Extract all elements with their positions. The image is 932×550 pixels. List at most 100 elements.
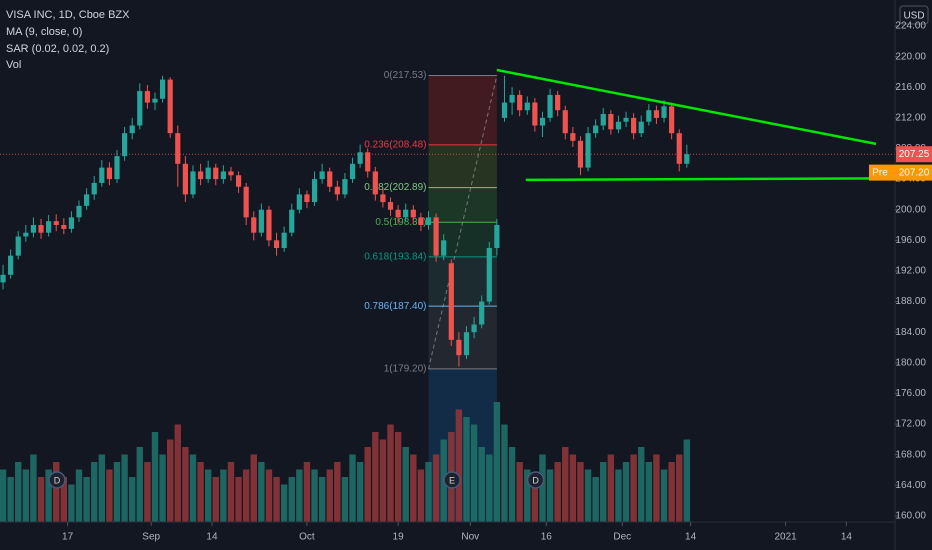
volume-bar xyxy=(334,462,341,522)
candle-body xyxy=(243,186,249,218)
volume-bar xyxy=(75,469,83,522)
volume-bar xyxy=(45,469,52,522)
candle-body xyxy=(8,255,14,275)
fib-zone xyxy=(428,75,497,145)
volume-bar xyxy=(600,462,607,522)
candle-body xyxy=(494,225,500,248)
volume-bar xyxy=(501,424,508,522)
plot: 0(217.53) 0.236(208.48) 0.382(202.89) 0.5(1… xyxy=(0,68,895,522)
volume-bar xyxy=(113,462,121,522)
y-tick-label: 196.00 xyxy=(895,235,926,246)
candle-body xyxy=(251,217,257,233)
fib-label: 0.786(187.40) xyxy=(364,301,426,312)
candle-body xyxy=(228,171,234,176)
candle-body xyxy=(372,171,378,195)
candle-body xyxy=(182,163,188,195)
volume-bar xyxy=(341,477,349,522)
candle-body xyxy=(418,217,424,226)
candle-body xyxy=(524,102,530,111)
volume-bar xyxy=(235,477,242,522)
volume-bar xyxy=(410,454,417,522)
candle-body xyxy=(167,79,173,134)
volume-bar xyxy=(189,454,197,522)
volume-bar xyxy=(159,454,166,522)
volume-bar xyxy=(258,462,265,522)
volume-bar xyxy=(151,432,159,522)
candle-body xyxy=(311,179,318,203)
x-tick-label: 2021 xyxy=(774,532,797,543)
candle-body xyxy=(456,339,462,356)
candle-body xyxy=(539,117,546,126)
volume-bar xyxy=(493,402,501,522)
currency-box[interactable] xyxy=(899,5,929,25)
volume-bar xyxy=(288,477,295,522)
fib-label: 0(217.53) xyxy=(384,70,427,81)
candle-body xyxy=(395,209,401,218)
fib-label: 0.382(202.89) xyxy=(364,182,426,193)
candle-body xyxy=(53,221,59,226)
candle-body xyxy=(342,179,348,195)
fib-trend xyxy=(428,75,498,370)
volume-bar xyxy=(425,462,432,522)
candle-body xyxy=(593,125,599,134)
candle-body xyxy=(509,94,515,103)
volume-bar xyxy=(356,462,364,522)
volume-bar xyxy=(554,462,561,522)
candle-body xyxy=(562,110,568,134)
currency[interactable]: USD xyxy=(903,11,924,22)
volume-bar xyxy=(630,454,637,522)
volume-bar xyxy=(22,469,30,522)
candle-body xyxy=(38,225,44,233)
candle-body xyxy=(555,94,561,111)
candle-body xyxy=(114,156,120,180)
volume-bar xyxy=(144,462,151,522)
volume-bar xyxy=(524,469,531,522)
x-tick-label: 17 xyxy=(62,532,74,543)
volume-bar xyxy=(166,439,174,522)
fib-zone xyxy=(428,187,497,223)
y-tick-label: 176.00 xyxy=(895,388,926,399)
candle-body xyxy=(159,79,166,99)
candle-body xyxy=(144,91,150,103)
pre-label: Pre xyxy=(872,167,888,178)
volume-bar xyxy=(470,424,478,522)
candle-body xyxy=(190,171,196,195)
candle-body xyxy=(197,171,204,180)
volume-bar xyxy=(37,477,45,522)
y-tick-label: 180.00 xyxy=(895,357,926,368)
volume-bar xyxy=(98,454,106,522)
volume-bar xyxy=(296,469,303,522)
volume-bar xyxy=(273,477,280,522)
volume-bar xyxy=(668,462,675,522)
chart-title: VISA INC, 1D, Cboe BZX xyxy=(6,9,130,21)
candle-body xyxy=(365,152,371,172)
y-tick-label: 160.00 xyxy=(895,511,926,522)
candle-body xyxy=(387,202,394,210)
y-tick-label: 216.00 xyxy=(895,82,926,93)
candle-body xyxy=(570,133,576,141)
y-tick-label: 220.00 xyxy=(895,51,926,62)
candle-body xyxy=(61,225,67,229)
volume-bar xyxy=(128,477,136,522)
x-tick-label: Nov xyxy=(461,532,479,543)
candle-body xyxy=(15,236,21,256)
candle-body xyxy=(448,263,454,340)
candle-body xyxy=(137,91,143,126)
x-tick-label: 14 xyxy=(206,532,218,543)
volume-bar xyxy=(615,469,622,522)
candle-body xyxy=(84,194,90,206)
fib-zone xyxy=(428,368,497,522)
candle-body xyxy=(380,194,386,203)
candle-body xyxy=(410,209,416,218)
volume-bar xyxy=(432,454,440,522)
fib-zone xyxy=(428,256,497,307)
candle-body xyxy=(501,102,508,118)
candle-body xyxy=(30,225,37,233)
candle-body xyxy=(220,171,226,180)
y-tick-label: 184.00 xyxy=(895,327,926,338)
volume-bar xyxy=(60,477,68,522)
x-tick-label: Oct xyxy=(299,532,315,543)
volume-bar xyxy=(197,462,204,522)
candle-body xyxy=(608,114,614,130)
candle-body xyxy=(349,163,356,180)
